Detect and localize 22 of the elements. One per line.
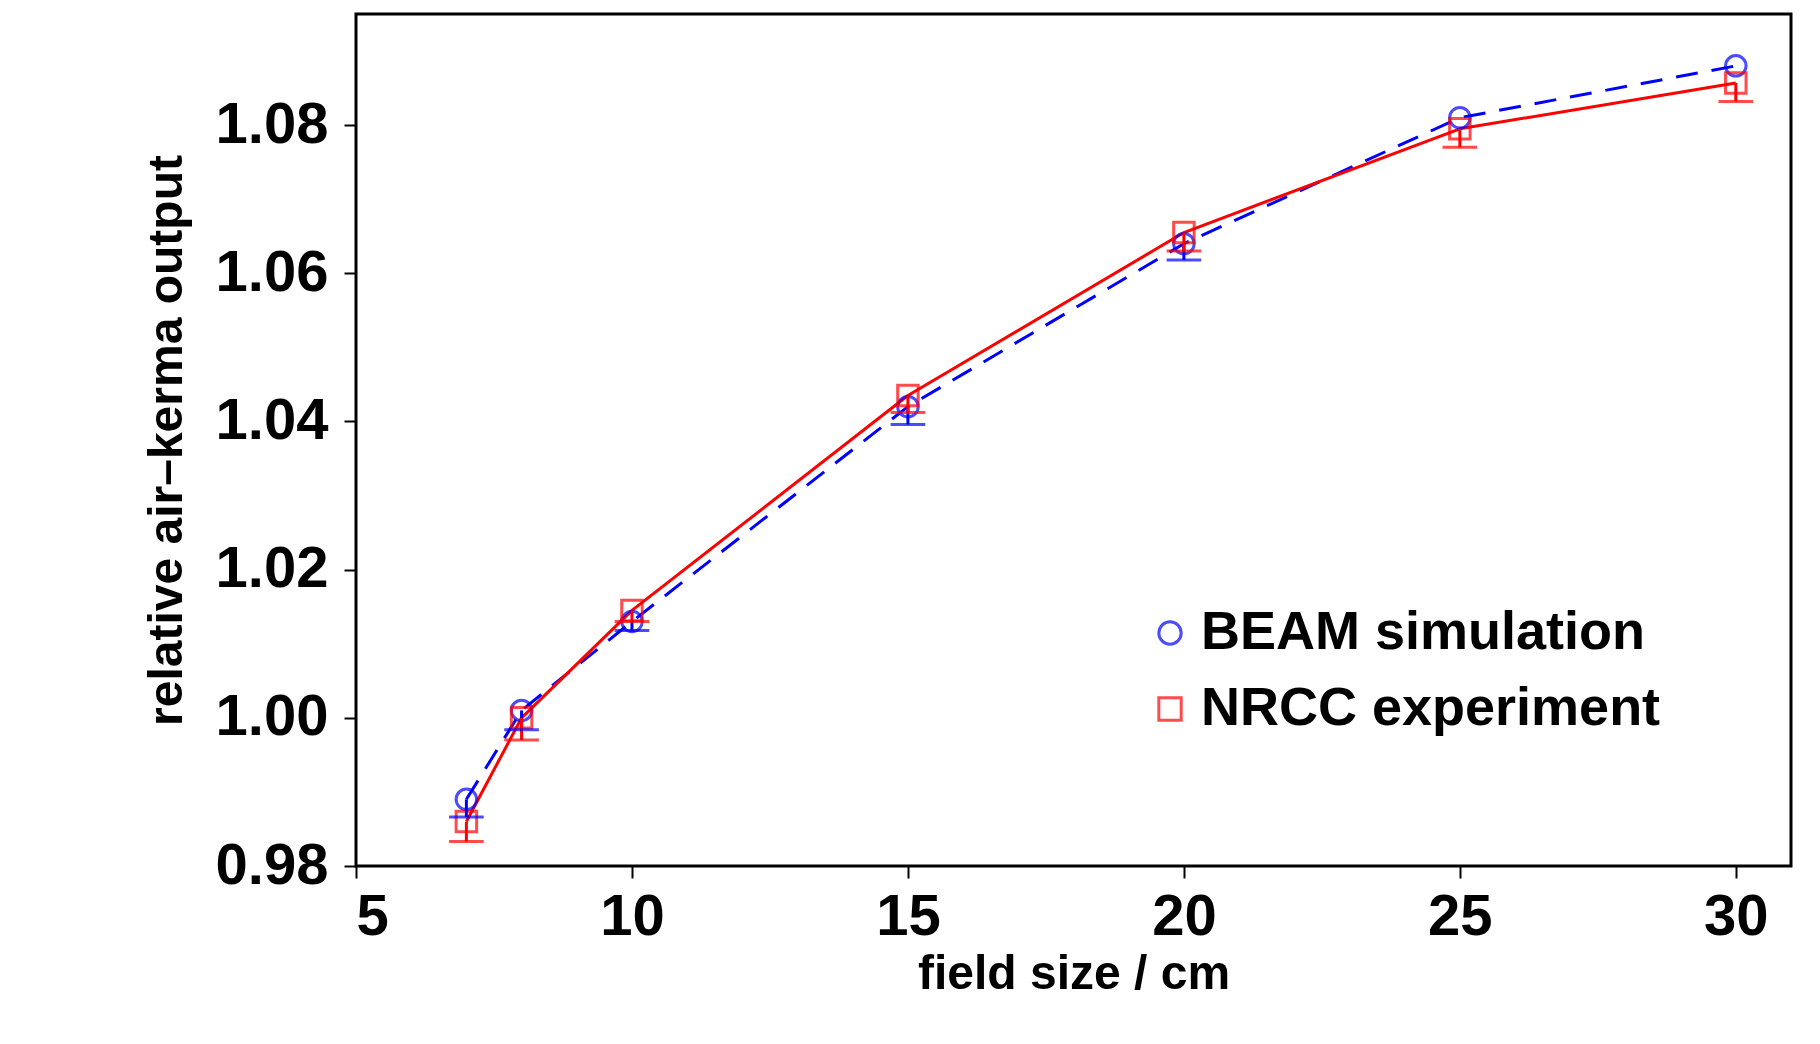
x-tick-label: 20 [1152, 881, 1217, 947]
y-axis-title: relative air–kerma output [138, 155, 192, 726]
x-tick-label: 5 [356, 881, 389, 947]
point [896, 383, 920, 408]
legend-label: NRCC experiment [1201, 676, 1661, 736]
x-tick-label: 15 [876, 881, 941, 947]
point [1448, 117, 1472, 141]
y-tick-label: 1.08 [215, 89, 329, 155]
y-tick-label: 1.00 [215, 682, 329, 748]
y-tick-label: 1.06 [215, 237, 329, 303]
y-tick-label: 1.02 [215, 534, 329, 600]
point [1724, 71, 1748, 95]
y-tick-label: 1.04 [215, 385, 329, 451]
x-axis-title: field size / cm [917, 945, 1231, 999]
x-tick-label: 30 [1704, 881, 1769, 947]
point [454, 787, 479, 812]
legend-label: BEAM simulation [1201, 600, 1646, 660]
x-tick-label: 10 [600, 881, 665, 947]
y-tick-label: 0.98 [215, 830, 329, 896]
x-tick-label: 25 [1428, 881, 1493, 947]
point [1172, 220, 1196, 245]
point [620, 598, 644, 623]
